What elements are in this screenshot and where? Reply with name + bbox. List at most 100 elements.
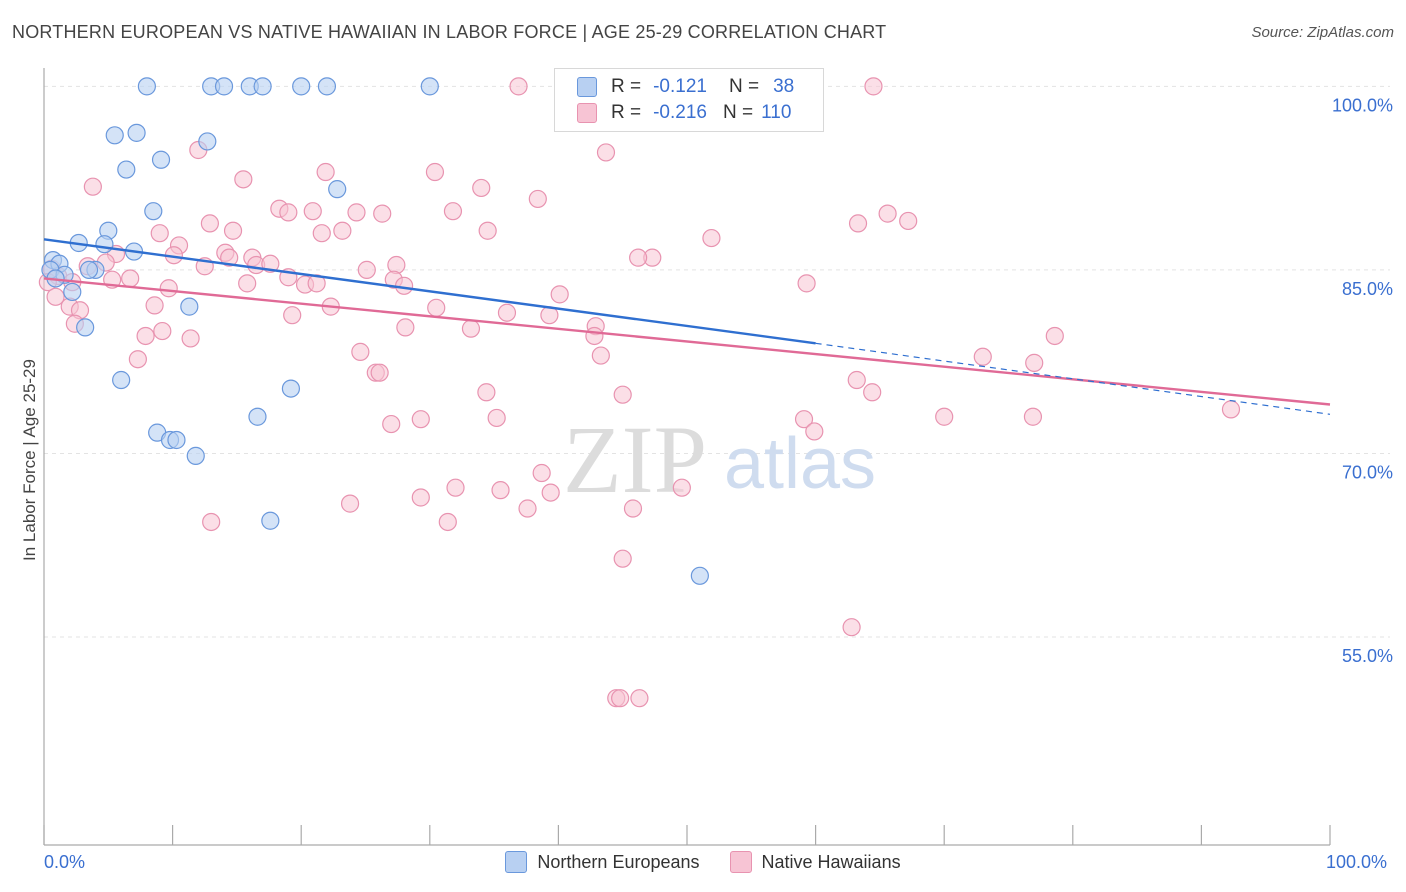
series-legend: Northern Europeans Native Hawaiians (0, 851, 1406, 873)
watermark-zip: ZIP (563, 406, 707, 513)
northern-european-point (261, 511, 280, 530)
northern-european-point (180, 297, 199, 316)
legend-label-northern-europeans: Northern Europeans (537, 851, 700, 872)
legend-swatch-pink (729, 851, 752, 873)
y-tick-label: 100.0% (1332, 95, 1393, 115)
legend-r-label: R = (611, 102, 642, 123)
northern-european-point (420, 77, 439, 96)
legend-n-label: N = (722, 102, 754, 123)
native-hawaiian-point (878, 204, 897, 223)
native-hawaiian-point (220, 248, 239, 267)
native-hawaiian-point (532, 463, 551, 483)
native-hawaiian-point (340, 494, 360, 513)
native-hawaiian-point (234, 170, 253, 189)
native-hawaiian-point (438, 512, 457, 532)
native-hawaiian-point (518, 499, 537, 518)
native-hawaiian-point (411, 488, 430, 507)
native-hawaiian-point (630, 689, 649, 708)
watermark-atlas: atlas (724, 424, 876, 504)
native-hawaiian-point (46, 287, 65, 306)
northern-european-point (79, 260, 99, 279)
native-hawaiian-point (497, 303, 517, 322)
native-hawaiian-point (128, 350, 147, 369)
native-hawaiian-point (387, 255, 406, 275)
native-hawaiian-point (370, 363, 389, 382)
native-hawaiian-point (623, 499, 643, 518)
northern-european-point (253, 77, 272, 96)
native-hawaiian-point (347, 203, 366, 222)
y-tick-label: 85.0% (1342, 279, 1393, 299)
native-hawaiian-point (550, 285, 569, 304)
source-label: Source: ZipAtlas.com (1251, 24, 1394, 41)
legend-n-value: 38 (773, 76, 795, 97)
native-hawaiian-point (181, 329, 200, 348)
northern-european-point (117, 160, 136, 179)
native-hawaiian-point (333, 221, 352, 240)
native-hawaiian-point (394, 276, 414, 295)
native-hawaiian-point (794, 410, 814, 429)
northern-european-point (198, 132, 217, 151)
native-hawaiian-point (847, 370, 866, 390)
native-hawaiian-point (1221, 400, 1241, 419)
native-hawaiian-point (425, 162, 445, 182)
native-hawaiian-point (973, 347, 992, 366)
legend-item-northern-europeans: Northern Europeans (505, 851, 700, 873)
native-hawaiian-point (478, 221, 497, 240)
native-hawaiian-point (805, 422, 824, 441)
legend-item-native-hawaiians: Native Hawaiians (729, 851, 901, 873)
native-hawaiian-point (702, 228, 721, 248)
native-hawaiian-point (899, 211, 918, 231)
y-tick-label: 70.0% (1342, 462, 1393, 482)
native-hawaiian-point (427, 298, 446, 317)
native-hawaiian-point (935, 407, 954, 426)
native-hawaiian-point (596, 143, 616, 162)
native-hawaiian-point (541, 483, 560, 502)
native-hawaiian-point (283, 306, 302, 325)
native-hawaiian-point (83, 177, 102, 196)
native-hawaiian-point (200, 214, 219, 233)
correlation-legend: R = -0.121 N = 38 R = -0.216 N = 110 (554, 68, 824, 132)
legend-r-value: -0.216 (653, 102, 707, 123)
legend-swatch-blue (505, 851, 528, 873)
chart-title: NORTHERN EUROPEAN VS NATIVE HAWAIIAN IN … (12, 22, 887, 42)
legend-swatch-blue (577, 77, 597, 97)
native-hawaiian-point (279, 203, 298, 222)
native-hawaiian-point (585, 326, 604, 346)
native-hawaiian-point (613, 549, 632, 568)
native-hawaiian-point (509, 77, 528, 96)
legend-n-label: N = (728, 76, 760, 97)
legend-r-label: R = (611, 76, 642, 97)
native-hawaiian-point (1023, 407, 1043, 426)
northern-european-point (105, 126, 124, 145)
native-hawaiian-point (1045, 326, 1064, 346)
native-hawaiian-point (472, 178, 491, 198)
native-hawaiian-point (591, 346, 610, 365)
legend-swatch-pink (577, 103, 597, 123)
northern-european-point (95, 235, 114, 254)
native-hawaiian-point (153, 321, 172, 341)
native-hawaiian-point (528, 189, 547, 209)
legend-label-native-hawaiians: Native Hawaiians (761, 851, 901, 872)
native-hawaiian-point (613, 385, 632, 404)
native-hawaiian-point (373, 204, 392, 223)
native-hawaiian-point (797, 274, 816, 293)
x-tick-label-max: 100.0% (1326, 852, 1388, 872)
x-tick-label-min: 0.0% (44, 852, 86, 872)
legend-r-value: -0.121 (653, 76, 707, 97)
native-hawaiian-point (121, 269, 140, 288)
native-hawaiian-point (312, 224, 331, 243)
northern-european-point (112, 370, 131, 390)
legend-row-native-hawaiians: R = -0.216 N = 110 (577, 101, 791, 125)
native-hawaiian-point (629, 248, 648, 267)
northern-european-point (76, 318, 95, 337)
native-hawaiian-point (136, 326, 155, 346)
northern-european-point (328, 180, 347, 199)
native-hawaiian-point (487, 408, 506, 428)
native-hawaiian-point (357, 260, 376, 279)
native-hawaiian-point (145, 296, 164, 315)
native-hawaiian-point (443, 202, 463, 221)
northern-european-trendline (43, 238, 816, 345)
native-hawaiian-point (303, 202, 322, 221)
native-hawaiian-point (261, 254, 280, 273)
